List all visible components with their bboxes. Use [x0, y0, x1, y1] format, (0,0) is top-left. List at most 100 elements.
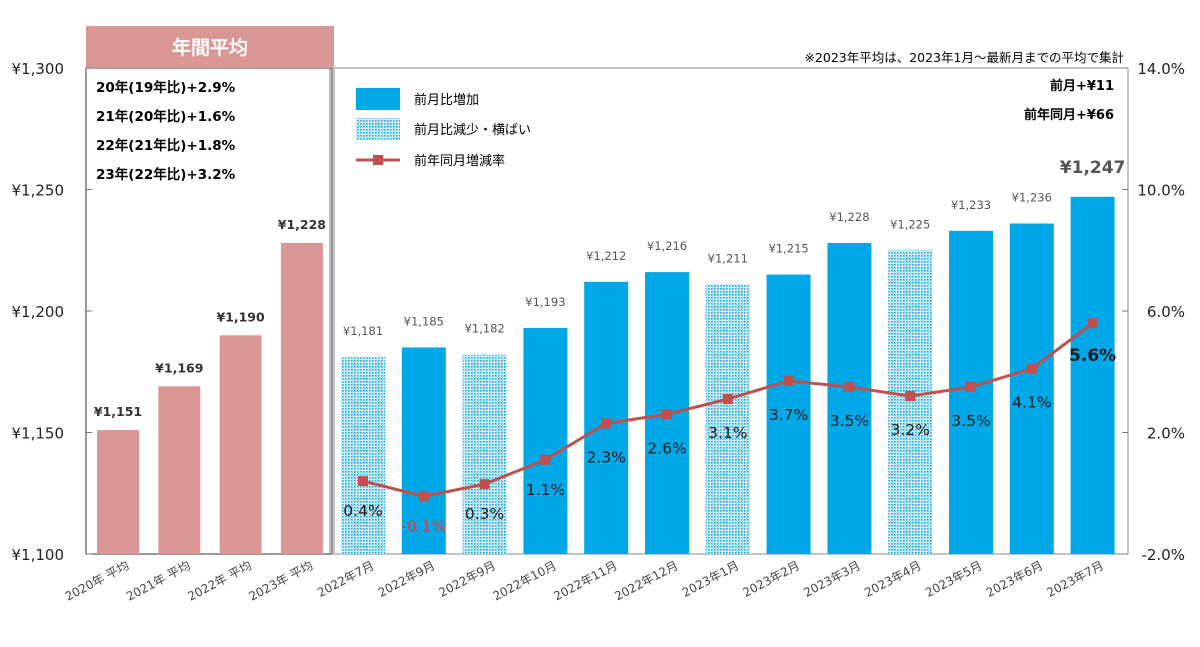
monthly-value-label: ¥1,216	[647, 239, 687, 253]
monthly-value-label: ¥1,181	[343, 324, 383, 338]
x-tick-label: 2023年6月	[984, 558, 1045, 600]
annual-bar	[219, 335, 262, 554]
left-tick-label: ¥1,300	[12, 60, 65, 78]
annual-header: 年間平均	[172, 36, 248, 59]
yoy-marker	[1087, 318, 1098, 329]
legend-swatch-dotted	[356, 118, 400, 140]
left-tick-label: ¥1,250	[12, 182, 65, 200]
right-axis: 14.0% 10.0% 6.0% 2.0% -2.0%	[1122, 60, 1185, 564]
x-tick-label: 2022年 平均	[185, 558, 254, 603]
yoy-marker	[358, 476, 368, 487]
yoy-label: 2.3%	[587, 448, 626, 466]
monthly-bar	[401, 347, 446, 554]
yoy-marker	[1026, 363, 1037, 374]
yoy-label: 3.1%	[708, 424, 747, 442]
annual-value-label: ¥1,169	[155, 360, 203, 375]
x-tick-label: 2023年 平均	[247, 558, 316, 603]
yoy-marker	[783, 375, 794, 386]
x-tick-label: 2022年7月	[315, 558, 376, 600]
yoy-label: 0.4%	[343, 502, 382, 520]
yoy-label: 4.1%	[1012, 394, 1051, 412]
monthly-bars: ¥1,181 ¥1,185 ¥1,182 ¥1,193 ¥1,212 ¥1,216 ¥1,2…	[341, 158, 1126, 555]
yoy-label: 3.5%	[951, 412, 990, 430]
x-tick-label: 2022年12月	[612, 558, 680, 603]
legend-label-dotted: 前月比減少・横ばい	[414, 122, 531, 138]
right-tick-label: 10.0%	[1137, 182, 1185, 200]
monthly-bar-dotted	[705, 284, 750, 554]
right-tick-label: 6.0%	[1147, 303, 1185, 321]
x-tick-label: 2023年1月	[680, 558, 741, 600]
annual-value-label: ¥1,228	[278, 217, 326, 232]
monthly-value-label: ¥1,236	[1012, 191, 1052, 205]
legend-swatch-solid	[356, 88, 400, 110]
x-tick-label: 2022年10月	[491, 558, 559, 603]
monthly-bar	[949, 230, 993, 554]
annual-note-3: 22年(21年比)+1.8%	[96, 137, 236, 154]
x-tick-label: 2023年4月	[862, 558, 923, 600]
annual-note-1: 20年(19年比)+2.9%	[96, 79, 236, 96]
yoy-marker	[905, 391, 916, 402]
monthly-bar-dotted	[462, 354, 507, 554]
monthly-value-label: ¥1,233	[951, 198, 991, 212]
annual-bar	[97, 430, 139, 554]
monthly-bar	[584, 281, 629, 554]
x-tick-label: 2023年3月	[801, 558, 862, 600]
monthly-bar	[766, 274, 811, 554]
monthly-value-label: ¥1,212	[586, 249, 626, 263]
monthly-value-label: ¥1,211	[708, 251, 748, 265]
yoy-change: 前年同月+¥66	[1024, 107, 1114, 123]
legend-swatch-marker	[373, 155, 383, 165]
x-tick-label: 2020年 平均	[63, 558, 132, 603]
left-axis: ¥1,300 ¥1,250 ¥1,200 ¥1,150 ¥1,100	[12, 60, 92, 564]
legend-label-line: 前年同月増減率	[414, 153, 505, 169]
yoy-marker	[966, 381, 976, 392]
annual-bar	[158, 386, 201, 554]
yoy-marker	[479, 479, 490, 490]
monthly-value-label: ¥1,225	[890, 217, 930, 231]
annual-value-label: ¥1,151	[94, 404, 142, 419]
mom-change: 前月+¥11	[1050, 78, 1114, 94]
x-tick-label: 2022年9月	[437, 558, 498, 600]
x-tick-label: 2023年2月	[741, 558, 802, 600]
monthly-bar-dotted	[341, 357, 385, 554]
monthly-value-label: ¥1,215	[768, 242, 808, 256]
monthly-value-label: ¥1,193	[525, 295, 565, 309]
yoy-label: 1.1%	[526, 481, 565, 499]
monthly-bar	[1009, 223, 1054, 554]
monthly-value-label: ¥1,185	[404, 314, 444, 328]
monthly-value-label: ¥1,182	[464, 322, 504, 336]
x-tick-label: 2023年7月	[1045, 558, 1106, 600]
right-tick-label: 2.0%	[1147, 425, 1185, 443]
left-tick-label: ¥1,150	[12, 425, 65, 443]
yoy-label: 0.3%	[465, 505, 504, 523]
annual-bar	[280, 242, 323, 554]
yoy-line: 0.4% -0.1% 0.3% 1.1% 2.3% 2.6% 3.1% 3.7% 3.5% 3.2…	[343, 318, 1116, 535]
yoy-label: 5.6%	[1069, 346, 1116, 366]
yoy-label: 3.5%	[830, 412, 869, 430]
annual-bars: ¥1,151 ¥1,169 ¥1,190 ¥1,228	[94, 217, 326, 554]
yoy-label: -0.1%	[401, 517, 446, 535]
left-tick-label: ¥1,200	[12, 303, 65, 321]
yoy-label: 3.2%	[891, 421, 930, 439]
yoy-marker	[662, 409, 672, 420]
annual-note-2: 21年(20年比)+1.6%	[96, 108, 236, 125]
legend: 前月比増加 前月比減少・横ばい 前年同月増減率	[356, 88, 531, 169]
yoy-marker	[601, 418, 612, 429]
annual-value-label: ¥1,190	[216, 309, 265, 324]
yoy-marker	[722, 394, 733, 405]
yoy-label: 3.7%	[769, 406, 808, 424]
x-tick-label: 2021年 平均	[124, 558, 193, 603]
right-tick-label: -2.0%	[1141, 546, 1185, 564]
yoy-marker	[844, 381, 855, 392]
yoy-marker	[540, 454, 551, 465]
monthly-bar	[523, 328, 568, 554]
monthly-value-label: ¥1,247	[1060, 158, 1126, 178]
x-tick-label: 2022年9月	[376, 558, 437, 600]
note-text: ※2023年平均は、2023年1月～最新月までの平均で集計	[804, 50, 1124, 65]
yoy-label: 2.6%	[647, 439, 686, 457]
annual-note-4: 23年(22年比)+3.2%	[96, 166, 236, 183]
left-tick-label: ¥1,100	[12, 546, 65, 564]
x-tick-label: 2023年5月	[923, 558, 984, 600]
